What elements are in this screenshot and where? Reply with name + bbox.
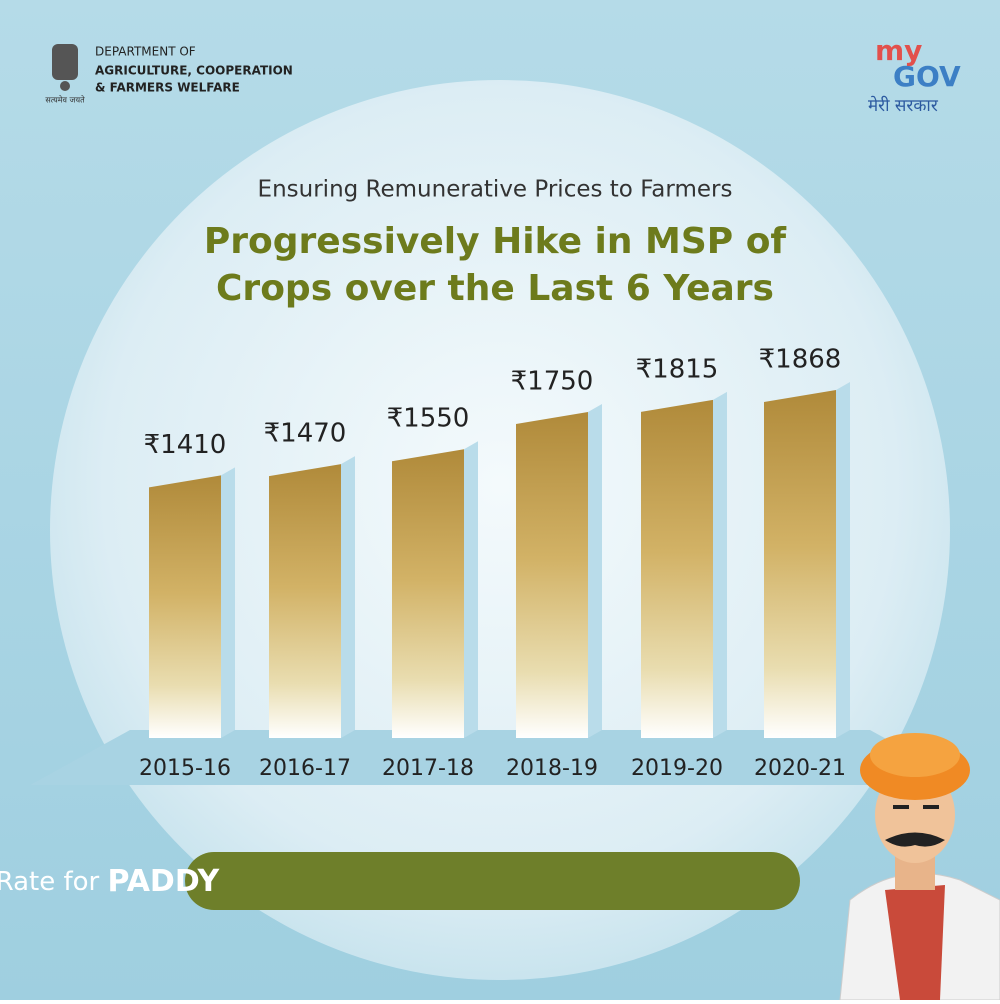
bar — [392, 449, 464, 738]
bar-side — [341, 456, 355, 738]
value-label: ₹1815 — [636, 354, 719, 384]
x-tick-label: 2020-21 — [754, 756, 846, 781]
x-tick-label: 2016-17 — [259, 756, 351, 781]
value-label: ₹1868 — [759, 345, 842, 375]
farmer-illustration — [839, 733, 1000, 1001]
bar-side — [588, 403, 602, 738]
value-label: ₹1410 — [144, 430, 227, 460]
caption-emphasis: PADDY — [107, 864, 220, 899]
bar-side — [713, 391, 727, 738]
x-tick-label: 2017-18 — [382, 756, 474, 781]
x-tick-label: 2019-20 — [631, 756, 723, 781]
value-label: ₹1550 — [387, 404, 470, 434]
chart-title: Crops over the Last 6 Years — [216, 268, 774, 309]
department-line: AGRICULTURE, COOPERATION — [95, 64, 293, 78]
department-line: & FARMERS WELFARE — [95, 81, 240, 95]
logo-my: my — [875, 34, 922, 67]
subtitle: Ensuring Remunerative Prices to Farmers — [258, 177, 733, 203]
emblem-motto: सत्यमेव जयते — [45, 95, 85, 105]
bar — [641, 399, 713, 738]
caption-pill — [185, 852, 800, 910]
department-line: DEPARTMENT OF — [95, 45, 196, 59]
bar — [764, 390, 836, 738]
bar-side — [464, 441, 478, 738]
bar-side — [221, 467, 235, 738]
value-label: ₹1750 — [511, 366, 594, 396]
x-tick-label: 2015-16 — [139, 756, 231, 781]
chart-title: Progressively Hike in MSP of — [204, 221, 787, 262]
x-tick-label: 2018-19 — [506, 756, 598, 781]
bar — [516, 411, 588, 738]
bar — [269, 464, 341, 738]
logo-tagline: मेरी सरकार — [868, 95, 939, 116]
value-label: ₹1470 — [264, 419, 347, 449]
caption: Per Quintal MSP Rate for PADDY — [0, 864, 221, 899]
bars: ₹1410 2015-16 ₹1470 2016-17 ₹1550 2017-18 ₹175… — [139, 345, 850, 781]
logo-gov: GOV — [893, 60, 961, 93]
bar-side — [836, 382, 850, 738]
platform — [30, 730, 970, 785]
bar — [149, 475, 221, 738]
caption-text: Per Quintal MSP Rate for — [0, 867, 100, 897]
emblem — [52, 44, 78, 91]
